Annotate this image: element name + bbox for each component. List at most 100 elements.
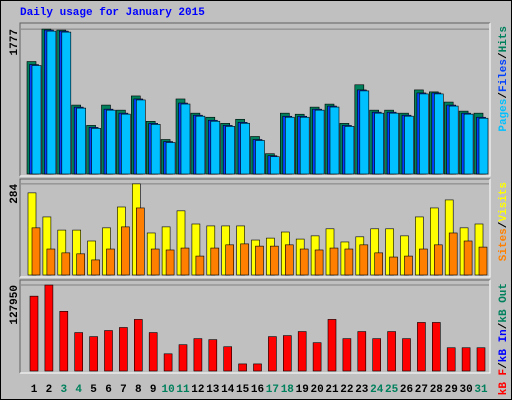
x-tick-label: 23 [355,384,369,396]
legend-separator: / [498,362,510,369]
bar [76,253,85,276]
panel-border [19,178,490,277]
bar [329,106,340,175]
x-tick-label: 21 [325,384,339,396]
bar [463,240,473,276]
bar [44,284,54,372]
chart-title: Daily usage for January 2015 [20,7,205,19]
bar [448,232,458,276]
bar [31,227,41,276]
bar [255,245,264,276]
bar [478,117,489,175]
bar [297,331,307,372]
x-tick-label: 29 [445,384,458,396]
bar [46,30,57,175]
x-tick-label: 4 [75,384,82,396]
bar [255,140,265,175]
legend-item: Hits [498,26,510,52]
legend-separator: / [498,221,510,228]
bar [342,338,352,372]
x-tick-label: 20 [310,384,323,396]
bar [59,311,69,372]
bar [121,113,131,175]
bar [387,331,396,372]
bar [148,332,158,372]
bar [163,353,173,372]
bar [284,244,294,276]
bar [463,113,474,175]
bar [327,319,337,372]
bar [299,116,310,175]
bar [314,249,324,276]
x-tick-label: 22 [340,384,353,396]
bar [299,248,309,276]
x-tick-label: 16 [251,384,264,396]
legend-item: Visits [498,182,510,222]
bar [193,338,203,372]
bar [61,252,71,276]
bar [404,255,413,276]
panel [20,280,490,373]
bar [476,347,486,372]
bar [136,99,146,175]
bar [240,122,250,175]
bar [134,319,143,372]
x-tick-label: 13 [206,384,220,396]
x-tick-label: 10 [161,384,174,396]
x-tick-label: 12 [191,384,204,396]
x-tick-label: 30 [459,384,472,396]
bar [314,109,325,175]
bar [106,109,116,175]
panel-border [20,23,491,177]
y-tick-label: 1777 [9,29,21,55]
bar [165,249,175,276]
bar [74,332,83,372]
bar [253,363,262,372]
bar [431,322,441,372]
bar [195,115,206,175]
bar [46,248,56,276]
bar [178,344,188,372]
bar [180,247,190,276]
bar [76,107,86,175]
bar [91,128,101,175]
legend-item: Files [498,59,510,92]
bar [417,322,426,372]
bar [136,207,145,276]
bar [389,112,399,175]
legend-separator: / [498,52,510,59]
bar [270,156,280,175]
x-tick-label: 9 [150,384,157,396]
bar [225,126,235,175]
bar [119,327,128,372]
y-tick-label: 127950 [9,285,21,325]
bar [238,363,247,372]
bar [389,256,398,276]
bar [478,246,488,276]
bar [461,347,471,372]
bar [31,65,42,175]
legend-item: kB F [498,369,510,395]
bar [210,247,220,276]
bar [282,335,292,372]
bar [121,226,130,276]
legend-separator: / [498,92,510,99]
bar [446,347,456,372]
bar [61,31,72,175]
y-tick-label: 284 [9,183,21,203]
x-tick-label: 1 [31,384,38,396]
x-tick-label: 25 [385,384,399,396]
bar [195,255,205,276]
bar [106,248,115,276]
legend: Sites/Visits [498,182,510,261]
legend: kB F/kB In/kB Out [498,283,510,395]
x-tick-label: 28 [430,384,444,396]
bar [284,116,295,175]
bar [374,252,384,276]
x-tick-label: 11 [176,384,190,396]
bar [89,336,98,372]
bar [374,112,385,175]
x-tick-label: 27 [415,384,428,396]
bar [210,120,221,175]
bar [180,103,191,175]
